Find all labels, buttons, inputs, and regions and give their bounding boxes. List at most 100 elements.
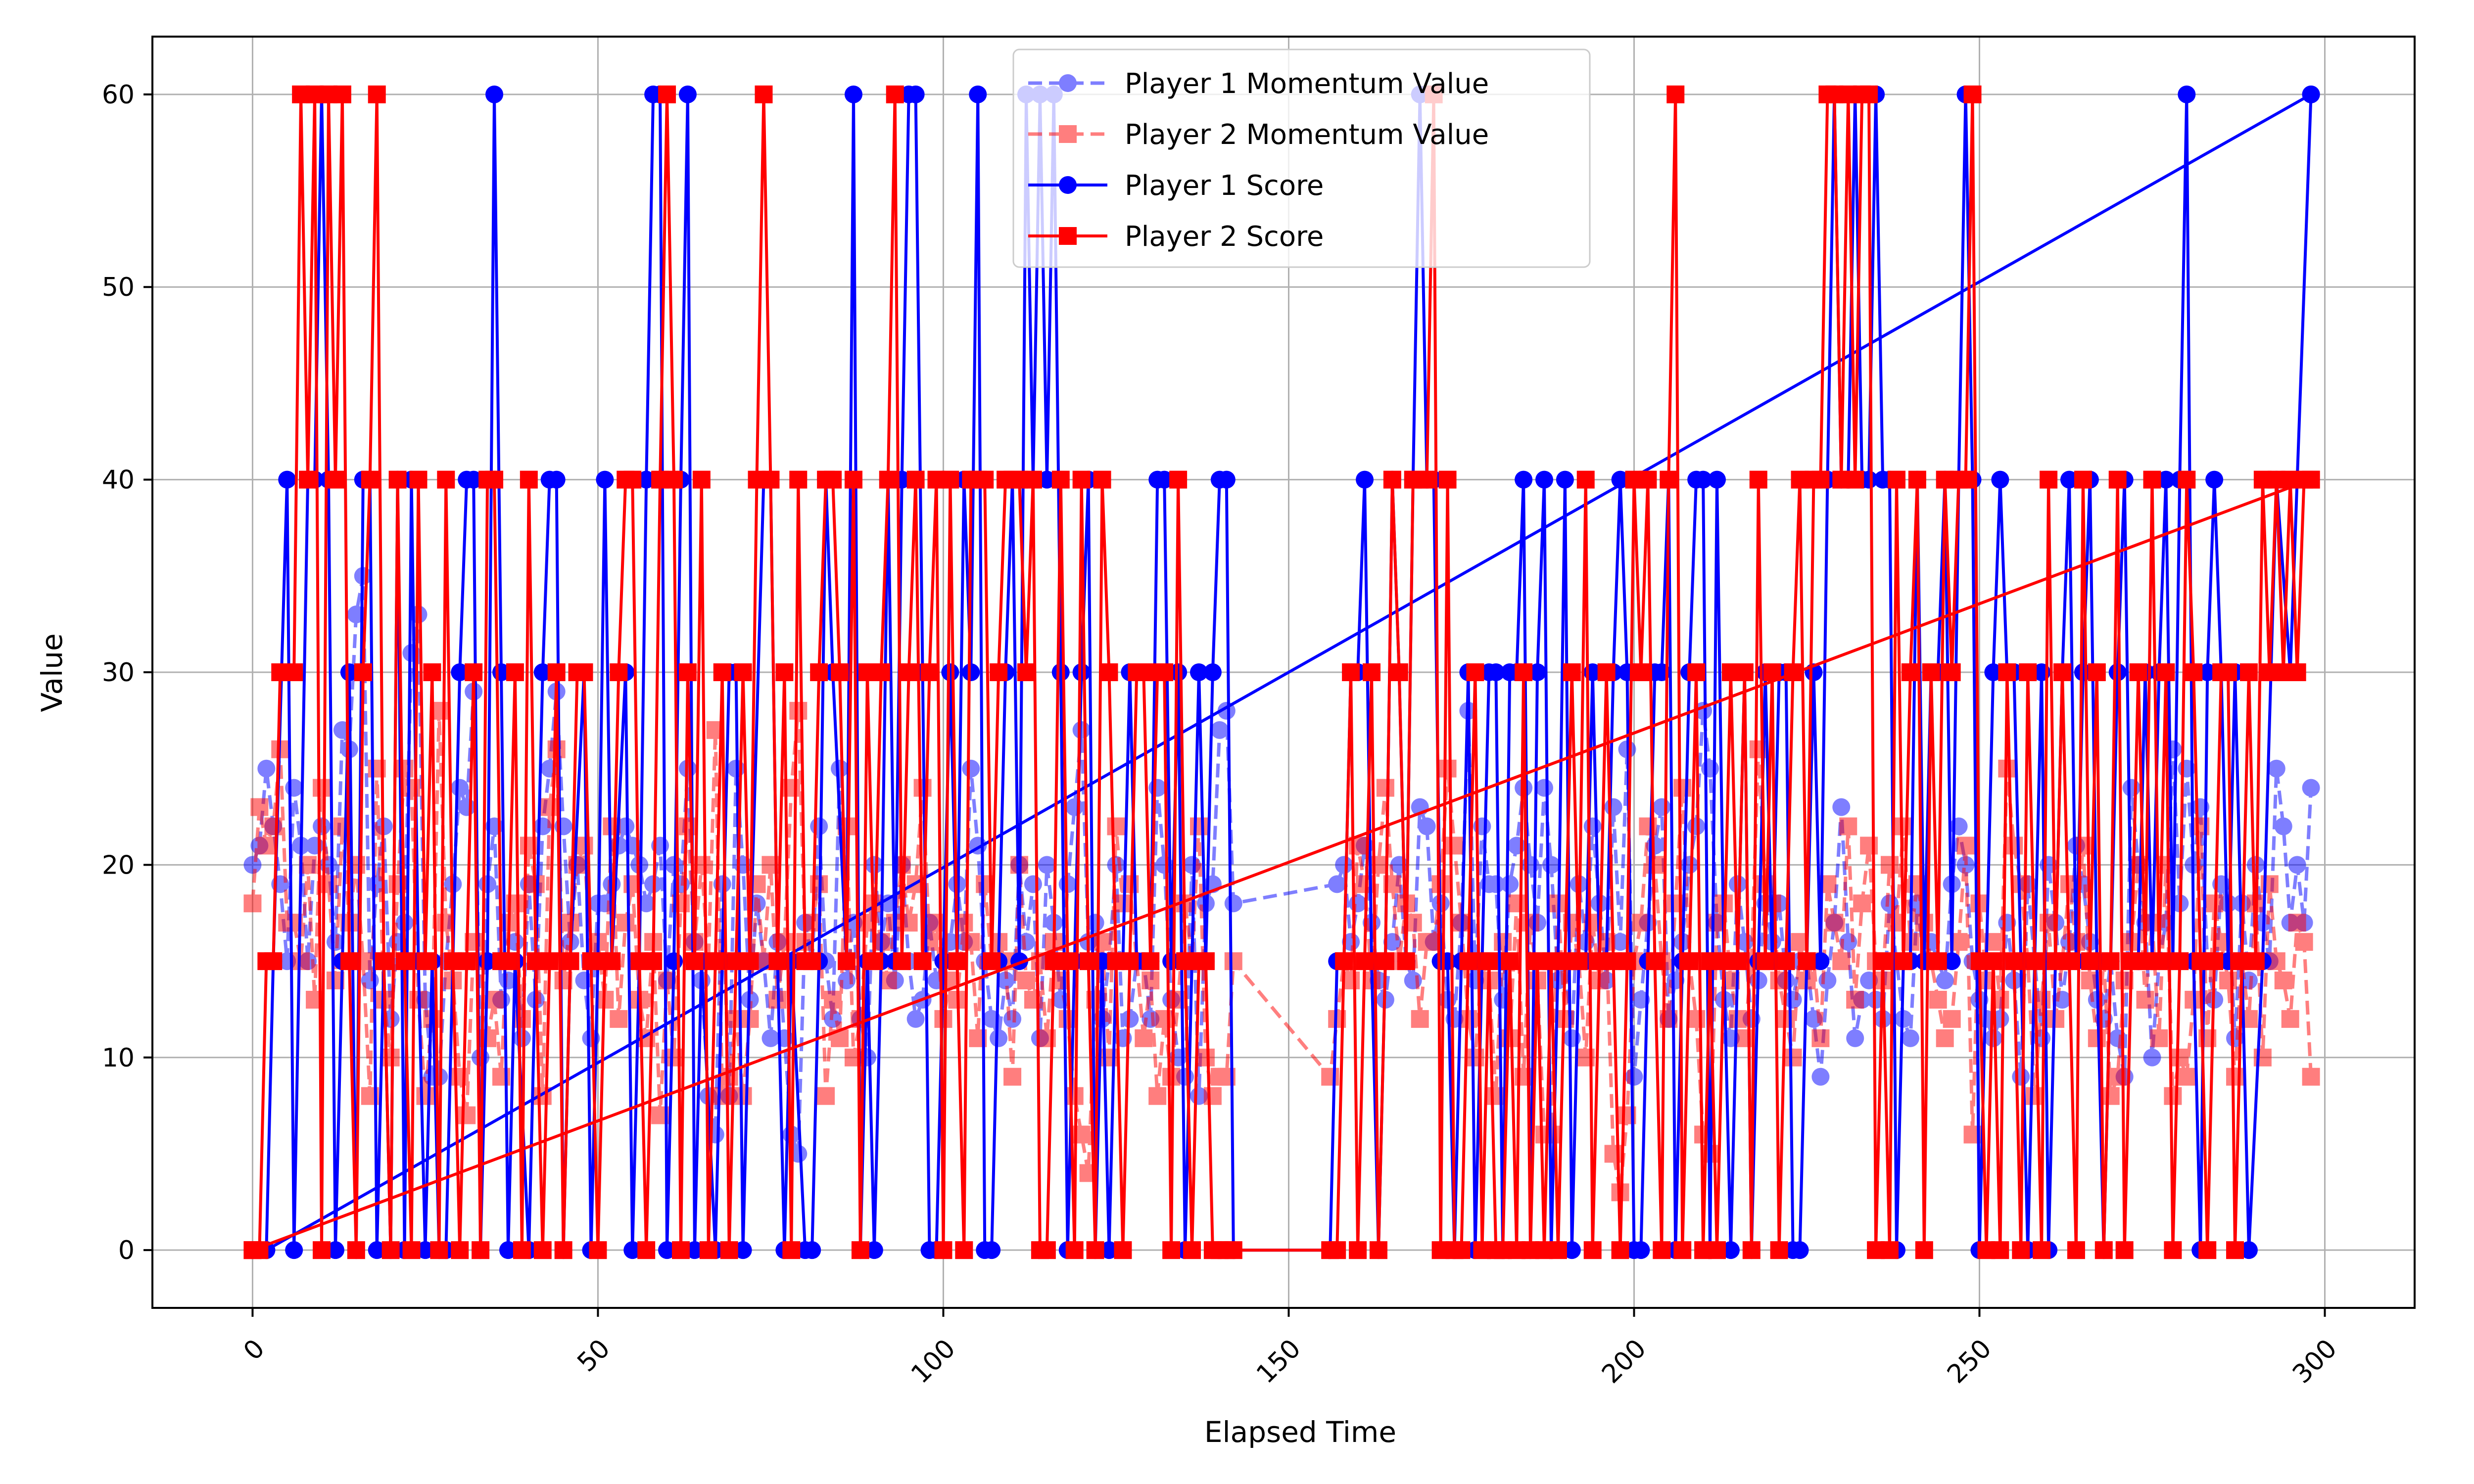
legend: Player 1 Momentum Value Player 2 Momentum… [1012, 48, 1591, 268]
data-point [2302, 470, 2320, 489]
data-point [1522, 856, 1540, 874]
data-point [285, 1241, 303, 1259]
data-point [699, 1241, 717, 1259]
data-point [1501, 875, 1519, 893]
data-point [257, 836, 276, 855]
data-point [1998, 663, 2016, 681]
data-point [596, 470, 614, 489]
data-point [1811, 470, 1830, 489]
legend-item [1028, 176, 1107, 194]
legend-label: Player 1 Momentum Value [1125, 68, 1489, 100]
data-point [2012, 1067, 2030, 1086]
data-point [1079, 952, 1097, 971]
data-point [2026, 952, 2044, 971]
data-point [1881, 1241, 1899, 1259]
data-point [416, 1241, 434, 1259]
data-point [2164, 1241, 2182, 1259]
data-point [1653, 798, 1671, 816]
data-point [1735, 663, 1754, 681]
data-point [423, 663, 441, 681]
data-point [1169, 470, 1188, 489]
data-point [395, 759, 414, 778]
data-point [2108, 470, 2127, 489]
data-point [831, 759, 849, 778]
data-point [1728, 952, 1747, 971]
data-point [388, 470, 407, 489]
data-point [2101, 952, 2120, 971]
data-point [1459, 952, 1477, 971]
data-point [678, 817, 697, 835]
data-point [1100, 663, 1118, 681]
data-point [1653, 1241, 1671, 1259]
data-point [451, 1241, 469, 1259]
data-point [2053, 663, 2072, 681]
data-point [782, 1241, 801, 1259]
data-point [1811, 1067, 1830, 1086]
data-point [1943, 1010, 1961, 1028]
data-point [865, 1241, 883, 1259]
data-point [761, 470, 780, 489]
data-point [817, 1087, 835, 1105]
data-point [2136, 990, 2154, 1009]
data-point [920, 663, 939, 681]
data-point [886, 85, 904, 103]
data-point [2288, 914, 2306, 932]
data-point [927, 914, 946, 932]
data-point [1501, 952, 1519, 971]
data-point [2108, 663, 2127, 681]
data-point [1438, 470, 1457, 489]
data-point [2302, 779, 2320, 797]
data-point [402, 1241, 421, 1259]
data-point [347, 1241, 365, 1259]
data-point [990, 663, 1008, 681]
legend-label: Player 2 Momentum Value [1125, 119, 1489, 151]
data-point [2157, 470, 2175, 489]
data-point [1335, 952, 1353, 971]
data-point [458, 952, 476, 971]
data-point [734, 1241, 752, 1259]
data-point [2178, 85, 2196, 103]
data-point [1501, 1029, 1519, 1047]
data-point [1445, 836, 1464, 855]
data-point [665, 952, 683, 971]
data-point [1811, 1029, 1830, 1047]
data-point [1356, 952, 1374, 971]
data-point [520, 470, 538, 489]
data-point [658, 85, 676, 103]
data-point [1984, 663, 2002, 681]
data-point [1487, 875, 1505, 893]
data-point [1673, 1241, 1692, 1259]
data-point [1189, 663, 1208, 681]
data-point [1086, 1241, 1104, 1259]
data-point [1908, 470, 1926, 489]
data-point [1563, 1241, 1581, 1259]
data-point [2239, 1241, 2258, 1259]
data-point [1411, 1010, 1429, 1028]
data-point [2129, 663, 2147, 681]
data-point [2205, 952, 2224, 971]
data-point [872, 663, 890, 681]
data-point [458, 1106, 476, 1124]
data-point [589, 1241, 607, 1259]
data-point [692, 470, 711, 489]
data-point [810, 663, 828, 681]
data-point [789, 470, 808, 489]
data-point [285, 663, 303, 681]
data-point [997, 972, 1015, 990]
data-point [465, 663, 483, 681]
data-point [913, 952, 932, 971]
data-point [1003, 1067, 1022, 1086]
data-point [1956, 470, 1975, 489]
data-point [243, 1241, 262, 1259]
data-point [533, 1241, 552, 1259]
data-point [1072, 663, 1091, 681]
data-point [1038, 1241, 1056, 1259]
data-point [1397, 952, 1415, 971]
data-point [2171, 952, 2189, 971]
data-point [2122, 779, 2141, 797]
data-point [472, 1241, 490, 1259]
data-point [983, 1241, 1001, 1259]
data-point [1915, 1241, 1933, 1259]
data-point [2033, 1241, 2051, 1259]
data-point [1611, 470, 1629, 489]
